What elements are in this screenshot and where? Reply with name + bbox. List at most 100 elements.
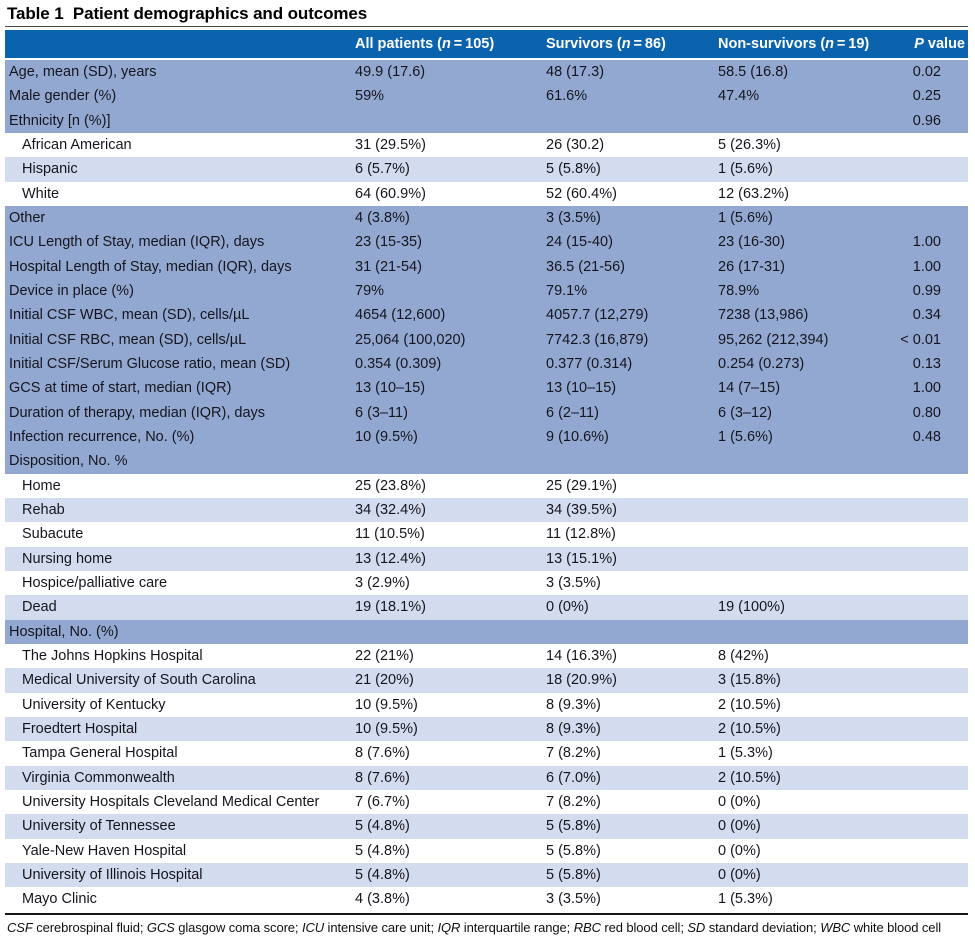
cell-non-survivors: 78.9% [718,283,760,300]
cell-non-survivors: 8 (42%) [718,648,769,665]
cell-survivors: 0.377 (0.314) [546,356,633,373]
row-label: Duration of therapy, median (IQR), days [9,404,266,421]
row-label: Age, mean (SD), years [9,64,157,81]
cell-survivors: 61.6% [546,88,588,105]
row-label: Mayo Clinic [22,891,97,908]
table-row: University of Illinois Hospital 5 (4.8%)… [5,862,968,888]
cell-survivors: 24 (15-40) [546,234,613,251]
row-label: Infection recurrence, No. (%) [9,429,195,446]
row-label: GCS at time of start, median (IQR) [9,380,232,397]
cell-survivors: 25 (29.1%) [546,477,617,494]
cell-survivors: 8 (9.3%) [546,696,601,713]
table-row: University of Tennessee 5 (4.8%) 5 (5.8%… [5,814,968,839]
cell-all-patients: 64 (60.9%) [355,185,426,202]
table-row: African American 31 (29.5%) 26 (30.2) 5 … [5,132,968,158]
cell-survivors: 5 (5.8%) [546,866,601,883]
header-p-value: P value [914,36,965,52]
cell-all-patients: 79% [355,283,385,300]
abbreviations-footnote: CSF cerebrospinal fluid; GCS glasgow com… [7,920,942,936]
cell-all-patients: 13 (12.4%) [355,550,426,567]
table-row: Virginia Commonwealth 8 (7.6%) 6 (7.0%) … [5,765,968,790]
cell-all-patients: 3 (2.9%) [355,575,410,592]
cell-survivors: 3 (3.5%) [546,891,601,908]
row-label: Other [9,210,46,227]
cell-survivors: 7 (8.2%) [546,745,601,762]
cell-all-patients: 59% [355,88,385,105]
cell-non-survivors: 1 (5.6%) [718,429,773,446]
cell-non-survivors: 5 (26.3%) [718,137,781,154]
cell-non-survivors: 23 (16-30) [718,234,785,251]
cell-survivors: 4057.7 (12,279) [546,307,649,324]
cell-all-patients: 10 (9.5%) [355,696,418,713]
cell-survivors: 5 (5.8%) [546,161,601,178]
table-row: Initial CSF WBC, mean (SD), cells/µL 465… [5,303,968,328]
cell-all-patients: 10 (9.5%) [355,429,418,446]
table-header: All patients (n = 105) Survivors (n = 86… [5,30,968,60]
cell-non-survivors: 0 (0%) [718,866,761,883]
row-label: ICU Length of Stay, median (IQR), days [9,234,265,251]
cell-non-survivors: 3 (15.8%) [718,672,781,689]
row-label: Hospital, No. (%) [9,623,119,640]
cell-non-survivors: 0 (0%) [718,794,761,810]
table-row: Froedtert Hospital 10 (9.5%) 8 (9.3%) 2 … [5,716,968,742]
table-row: Home 25 (23.8%) 25 (29.1%) [5,473,968,498]
cell-all-patients: 10 (9.5%) [355,721,418,738]
cell-all-patients: 22 (21%) [355,648,414,665]
table-row: Device in place (%) 79% 79.1% 78.9% 0.99 [5,278,968,304]
table-row: Initial CSF RBC, mean (SD), cells/µL 25,… [5,327,968,352]
row-label: Subacute [22,526,84,543]
cell-p-value: 0.02 [912,64,941,81]
cell-non-survivors: 0 (0%) [718,842,761,859]
row-label: Dead [22,599,57,616]
row-label: Ethnicity [n (%)] [9,112,111,129]
cell-survivors: 6 (2–11) [546,404,599,421]
cell-survivors: 34 (39.5%) [546,502,617,519]
cell-survivors: 8 (9.3%) [546,721,601,738]
cell-all-patients: 8 (7.6%) [355,745,410,762]
cell-p-value: 0.99 [912,283,941,300]
row-label: Yale-New Haven Hospital [22,842,187,859]
cell-p-value: 1.00 [912,258,941,275]
header-survivors: Survivors (n = 86) [546,36,666,52]
cell-survivors: 11 (12.8%) [546,526,616,543]
table-row: Ethnicity [n (%)] 0.96 [5,108,968,133]
cell-survivors: 0 (0%) [546,599,589,616]
cell-all-patients: 11 (10.5%) [355,526,425,543]
table-row: Infection recurrence, No. (%) 10 (9.5%) … [5,424,968,450]
cell-p-value: 0.80 [912,404,941,421]
cell-survivors: 6 (7.0%) [546,769,601,786]
table-row: Hospital Length of Stay, median (IQR), d… [5,254,968,279]
table-row: Subacute 11 (10.5%) 11 (12.8%) [5,522,968,547]
row-label: Hospital Length of Stay, median (IQR), d… [9,258,292,275]
cell-all-patients: 31 (29.5%) [355,137,426,154]
table-row: Initial CSF/Serum Glucose ratio, mean (S… [5,351,968,377]
cell-non-survivors: 47.4% [718,88,760,105]
cell-survivors: 18 (20.9%) [546,672,617,689]
row-label: Hospice/palliative care [22,575,168,592]
row-label: University of Illinois Hospital [22,866,203,883]
cell-non-survivors: 95,262 (212,394) [718,331,829,348]
table-body: Age, mean (SD), years 49.9 (17.6) 48 (17… [5,60,968,912]
cell-all-patients: 7 (6.7%) [355,794,410,810]
cell-non-survivors: 19 (100%) [718,599,785,616]
cell-p-value: 0.34 [912,307,941,324]
cell-all-patients: 0.354 (0.309) [355,356,442,373]
row-label: Rehab [22,502,65,519]
title-divider [5,26,968,27]
header-non-survivors: Non-survivors (n = 19) [718,36,870,52]
table-row: Male gender (%) 59% 61.6% 47.4% 0.25 [5,84,968,109]
cell-non-survivors: 0.254 (0.273) [718,356,805,373]
cell-survivors: 9 (10.6%) [546,429,609,446]
header-all-patients: All patients (n = 105) [355,36,495,52]
cell-p-value: 0.48 [912,429,941,446]
cell-all-patients: 8 (7.6%) [355,769,410,786]
cell-non-survivors: 6 (3–12) [718,404,773,421]
cell-all-patients: 21 (20%) [355,672,414,689]
cell-non-survivors: 58.5 (16.8) [718,64,789,81]
row-label: University of Tennessee [22,818,176,835]
cell-survivors: 3 (3.5%) [546,575,601,592]
cell-survivors: 14 (16.3%) [546,648,617,665]
row-label: Home [22,477,61,494]
row-label: Virginia Commonwealth [22,769,175,786]
row-label: Device in place (%) [9,283,134,300]
